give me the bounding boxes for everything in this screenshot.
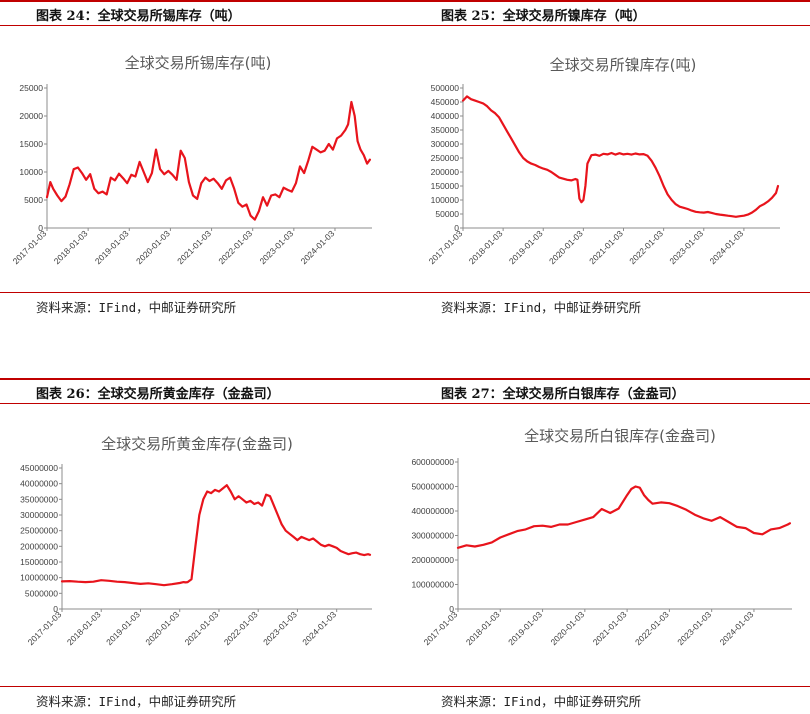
y-tick-label: 25000 (19, 83, 43, 93)
source-footer: 资料来源：IFind，中邮证券研究所 (0, 292, 405, 315)
y-tick-label: 0 (53, 604, 58, 614)
y-tick-label: 300000 (431, 139, 460, 149)
figure-header-text: 图表 24：全球交易所锡库存（吨） (36, 9, 241, 24)
source-text: 资料来源：IFind，中邮证券研究所 (441, 300, 642, 315)
series-line (45, 100, 371, 221)
y-tick-label: 20000000 (20, 541, 58, 551)
x-tick-label: 2024-01-03 (718, 609, 756, 647)
chart-title: 全球交易所锡库存(吨) (125, 54, 272, 72)
source-text: 资料来源：IFind，中邮证券研究所 (36, 300, 237, 315)
y-tick-label: 5000000 (25, 588, 58, 598)
gold-inventory-chart: 全球交易所黄金库存(金盎司) 0 5000000 10000000 15000000 20… (20, 435, 372, 647)
y-tick-label: 300000000 (411, 531, 454, 541)
figure-header-text: 图表 25：全球交易所镍库存（吨） (441, 9, 646, 24)
x-tick-label: 2017-01-03 (427, 228, 465, 266)
chart-title: 全球交易所白银库存(金盎司) (524, 427, 716, 445)
x-tick-label: 2022-01-03 (633, 609, 671, 647)
y-tick-label: 35000000 (20, 494, 58, 504)
x-tick-label: 2018-01-03 (467, 228, 505, 266)
y-tick-label: 0 (449, 604, 454, 614)
figure-header: 图表 26：全球交易所黄金库存（金盎司） (0, 378, 405, 404)
y-tick-label: 450000 (431, 97, 460, 107)
y-tick-label: 0 (454, 223, 459, 233)
nickel-inventory-chart: 全球交易所镍库存(吨) 0 50000 100000 150000 200000 25000… (427, 56, 780, 266)
x-tick-label: 2024-01-03 (707, 228, 745, 266)
y-tick-label: 5000 (24, 195, 43, 205)
figure-header: 图表 25：全球交易所镍库存（吨） (405, 0, 810, 26)
x-tick-label: 2020-01-03 (143, 609, 181, 647)
source-text: 资料来源：IFind，中邮证券研究所 (441, 694, 642, 709)
y-tick-label: 10000000 (20, 573, 58, 583)
x-tick-label: 2022-01-03 (216, 228, 254, 266)
y-tick-label: 40000000 (20, 479, 58, 489)
y-tick-label: 200000 (431, 167, 460, 177)
x-tick-label: 2017-01-03 (26, 609, 64, 647)
x-tick-label: 2017-01-03 (11, 228, 49, 266)
x-tick-label: 2019-01-03 (507, 228, 545, 266)
y-tick-label: 50000 (435, 209, 459, 219)
source-footer: 资料来源：IFind，中邮证券研究所 (0, 686, 405, 709)
chart-title: 全球交易所镍库存(吨) (550, 56, 697, 74)
y-tick-label: 150000 (431, 181, 460, 191)
y-tick-label: 45000000 (20, 463, 58, 473)
panel-gold: 图表 26：全球交易所黄金库存（金盎司） 全球交易所黄金库存(金盎司) 0 5000… (0, 378, 405, 714)
x-tick-label: 2023-01-03 (675, 609, 713, 647)
x-tick-label: 2023-01-03 (667, 228, 705, 266)
y-tick-label: 25000000 (20, 526, 58, 536)
y-tick-label: 600000000 (411, 457, 454, 467)
source-footer: 资料来源：IFind，中邮证券研究所 (405, 292, 810, 315)
source-footer: 资料来源：IFind，中邮证券研究所 (405, 686, 810, 709)
x-tick-label: 2018-01-03 (52, 228, 90, 266)
x-tick-label: 2020-01-03 (548, 609, 586, 647)
tin-inventory-chart: 全球交易所锡库存(吨) 0 5000 10000 15000 20000 25000 2017… (11, 54, 372, 266)
panel-nickel: 图表 25：全球交易所镍库存（吨） 全球交易所镍库存(吨) 0 50000 10000… (405, 0, 810, 320)
y-tick-label: 20000 (19, 111, 43, 121)
source-text: 资料来源：IFind，中邮证券研究所 (36, 694, 237, 709)
figure-header: 图表 27：全球交易所白银库存（金盎司） (405, 378, 810, 404)
y-tick-label: 350000 (431, 125, 460, 135)
y-tick-label: 15000000 (20, 557, 58, 567)
y-tick-label: 500000 (431, 83, 460, 93)
x-tick-label: 2021-01-03 (183, 609, 221, 647)
chart-title: 全球交易所黄金库存(金盎司) (101, 435, 293, 453)
series-line (461, 95, 780, 218)
series-line (60, 484, 372, 587)
x-tick-label: 2023-01-03 (261, 609, 299, 647)
series-line (456, 485, 791, 549)
panel-silver: 图表 27：全球交易所白银库存（金盎司） 全球交易所白银库存(金盎司) 0 1000… (405, 378, 810, 714)
silver-inventory-chart: 全球交易所白银库存(金盎司) 0 100000000 200000000 3000000… (411, 427, 792, 647)
x-tick-label: 2021-01-03 (591, 609, 629, 647)
x-tick-label: 2019-01-03 (104, 609, 142, 647)
figure-header: 图表 24：全球交易所锡库存（吨） (0, 0, 405, 26)
x-tick-label: 2019-01-03 (506, 609, 544, 647)
y-tick-label: 400000 (431, 111, 460, 121)
panel-tin: 图表 24：全球交易所锡库存（吨） 全球交易所锡库存(吨) 0 5000 10000 1… (0, 0, 405, 320)
y-tick-label: 30000000 (20, 510, 58, 520)
figure-header-text: 图表 27：全球交易所白银库存（金盎司） (441, 387, 685, 402)
x-tick-label: 2018-01-03 (464, 609, 502, 647)
x-tick-label: 2021-01-03 (587, 228, 625, 266)
x-tick-label: 2018-01-03 (65, 609, 103, 647)
y-tick-label: 100000000 (411, 580, 454, 590)
y-tick-label: 15000 (19, 139, 43, 149)
x-tick-label: 2023-01-03 (257, 228, 295, 266)
y-tick-label: 100000 (431, 195, 460, 205)
y-tick-label: 500000000 (411, 482, 454, 492)
figure-header-text: 图表 26：全球交易所黄金库存（金盎司） (36, 387, 280, 402)
y-tick-label: 10000 (19, 167, 43, 177)
x-tick-label: 2024-01-03 (299, 228, 337, 266)
y-tick-label: 0 (38, 223, 43, 233)
x-tick-label: 2021-01-03 (175, 228, 213, 266)
y-tick-label: 250000 (431, 153, 460, 163)
y-tick-label: 400000000 (411, 506, 454, 516)
x-tick-label: 2017-01-03 (422, 609, 460, 647)
x-tick-label: 2022-01-03 (627, 228, 665, 266)
x-tick-label: 2024-01-03 (300, 609, 338, 647)
x-tick-label: 2019-01-03 (93, 228, 131, 266)
y-tick-label: 200000000 (411, 555, 454, 565)
x-tick-label: 2020-01-03 (547, 228, 585, 266)
x-tick-label: 2022-01-03 (222, 609, 260, 647)
x-tick-label: 2020-01-03 (134, 228, 172, 266)
